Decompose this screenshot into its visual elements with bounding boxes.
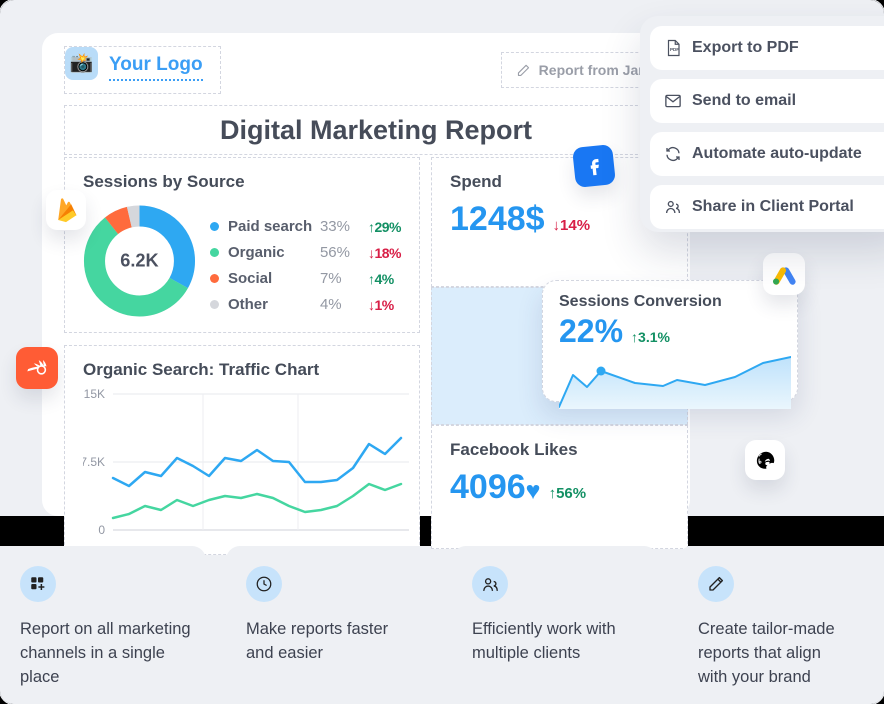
svg-text:PDF: PDF [670, 47, 679, 52]
svg-text:7.5K: 7.5K [83, 455, 105, 469]
svg-text:15K: 15K [84, 387, 105, 401]
svg-text:0: 0 [98, 523, 105, 537]
svg-text:6.2K: 6.2K [120, 251, 158, 271]
